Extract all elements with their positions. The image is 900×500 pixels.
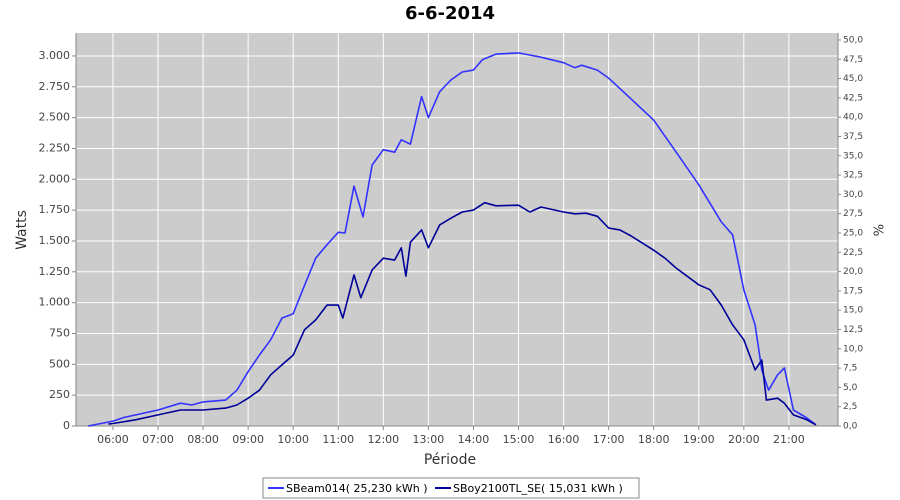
y-tick-label: 2.750 bbox=[39, 80, 71, 93]
x-tick-label: 07:00 bbox=[142, 433, 174, 446]
x-tick-label: 21:00 bbox=[773, 433, 805, 446]
y2-axis-label: % bbox=[873, 224, 888, 236]
x-tick-label: 11:00 bbox=[322, 433, 354, 446]
y-tick-label: 250 bbox=[49, 388, 70, 401]
y2-tick-label: 7,5 bbox=[843, 364, 857, 374]
y-tick-label: 750 bbox=[49, 326, 70, 339]
y2-tick-label: 25,0 bbox=[843, 228, 863, 238]
y2-tick-label: 12,5 bbox=[843, 325, 863, 335]
y-tick-label: 3.000 bbox=[39, 49, 71, 62]
y2-tick-label: 30,0 bbox=[843, 190, 863, 200]
y-tick-label: 2.250 bbox=[39, 141, 71, 154]
x-tick-label: 17:00 bbox=[593, 433, 625, 446]
y-axis-label: Watts bbox=[14, 210, 30, 250]
x-tick-label: 13:00 bbox=[413, 433, 445, 446]
series-line bbox=[108, 201, 817, 426]
series-line bbox=[88, 52, 817, 427]
x-axis-label: Période bbox=[424, 452, 476, 468]
y-tick-label: 1.750 bbox=[39, 203, 71, 216]
legend-label: SBoy2100TL_SE( 15,031 kWh ) bbox=[453, 482, 623, 495]
x-tick-label: 20:00 bbox=[728, 433, 760, 446]
chart-title: 6-6-2014 bbox=[405, 3, 495, 24]
x-tick-label: 19:00 bbox=[683, 433, 715, 446]
y2-tick-label: 45,0 bbox=[843, 74, 863, 84]
x-tick-label: 10:00 bbox=[277, 433, 309, 446]
y2-tick-label: 15,0 bbox=[843, 306, 863, 316]
y2-tick-label: 35,0 bbox=[843, 151, 863, 161]
x-tick-label: 08:00 bbox=[187, 433, 219, 446]
y-tick-label: 0 bbox=[63, 419, 70, 432]
y2-tick-label: 5,0 bbox=[843, 383, 858, 393]
x-tick-label: 15:00 bbox=[503, 433, 535, 446]
y-tick-label: 2.500 bbox=[39, 111, 71, 124]
plot-area bbox=[76, 33, 838, 426]
y2-tick-label: 37,5 bbox=[843, 132, 863, 142]
y2-tick-label: 32,5 bbox=[843, 171, 863, 181]
y2-tick-label: 20,0 bbox=[843, 267, 863, 277]
y2-tick-label: 47,5 bbox=[843, 55, 863, 65]
y2-tick-label: 10,0 bbox=[843, 344, 863, 354]
y2-tick-label: 42,5 bbox=[843, 93, 863, 103]
y-tick-label: 1.000 bbox=[39, 296, 71, 309]
y2-tick-label: 22,5 bbox=[843, 248, 863, 258]
y2-tick-label: 50,0 bbox=[843, 35, 863, 45]
y-tick-label: 500 bbox=[49, 357, 70, 370]
y2-tick-label: 0,0 bbox=[843, 422, 858, 432]
y2-tick-label: 17,5 bbox=[843, 286, 863, 296]
y2-tick-label: 27,5 bbox=[843, 209, 863, 219]
y-tick-label: 1.250 bbox=[39, 265, 71, 278]
y-tick-label: 1.500 bbox=[39, 234, 71, 247]
legend-label: SBeam014( 25,230 kWh ) bbox=[286, 482, 428, 495]
y2-tick-label: 2,5 bbox=[843, 402, 857, 412]
x-tick-label: 18:00 bbox=[638, 433, 670, 446]
y-tick-label: 2.000 bbox=[39, 172, 71, 185]
x-tick-label: 16:00 bbox=[548, 433, 580, 446]
y2-tick-label: 40,0 bbox=[843, 113, 863, 123]
x-tick-label: 06:00 bbox=[97, 433, 129, 446]
x-tick-label: 12:00 bbox=[367, 433, 399, 446]
x-tick-label: 14:00 bbox=[458, 433, 490, 446]
x-tick-label: 09:00 bbox=[232, 433, 264, 446]
